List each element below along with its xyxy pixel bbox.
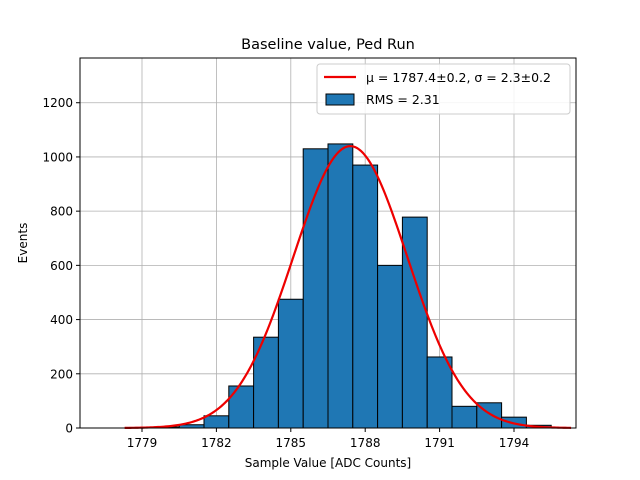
- x-tick-label: 1782: [201, 436, 232, 450]
- y-tick-label: 600: [50, 259, 73, 273]
- histogram-bar: [302, 148, 329, 429]
- x-tick-label: 1791: [424, 436, 455, 450]
- x-axis-ticks: 1779 1782 1785 1788 1791 1794: [127, 428, 530, 450]
- histogram-bar: [203, 415, 230, 429]
- histogram-bar: [426, 356, 453, 429]
- histogram-bar: [327, 143, 354, 429]
- y-tick-label: 400: [50, 313, 73, 327]
- histogram-bar: [352, 164, 379, 429]
- legend-fit-label: μ = 1787.4±0.2, σ = 2.3±0.2: [366, 70, 551, 85]
- y-tick-label: 0: [65, 422, 73, 436]
- histogram-bar: [277, 298, 304, 429]
- histogram-bar: [401, 216, 428, 429]
- histogram-bars: [129, 143, 552, 429]
- histogram-bar: [451, 405, 478, 429]
- histogram-bar: [377, 264, 403, 429]
- x-tick-label: 1785: [276, 436, 307, 450]
- histogram-bar: [476, 402, 503, 429]
- y-tick-label: 1200: [42, 96, 73, 110]
- legend-box: [316, 63, 571, 115]
- y-tick-label: 1000: [42, 150, 73, 164]
- gaussian-fit-curve: [124, 145, 572, 429]
- y-axis-ticks: 0 200 400 600 800 1000 1200: [42, 96, 80, 436]
- y-tick-label: 800: [50, 205, 73, 219]
- legend-hist-label: RMS = 2.31: [366, 92, 440, 107]
- y-axis-label: Events: [16, 223, 30, 264]
- histogram-bar: [228, 385, 255, 429]
- x-tick-label: 1788: [350, 436, 381, 450]
- x-axis-label: Sample Value [ADC Counts]: [245, 456, 411, 470]
- x-tick-label: 1779: [127, 436, 158, 450]
- legend: μ = 1787.4±0.2, σ = 2.3±0.2 RMS = 2.31: [316, 63, 571, 115]
- legend-hist-swatch: [325, 93, 355, 106]
- x-tick-label: 1794: [499, 436, 530, 450]
- plot-frame: [79, 57, 577, 429]
- chart-title: Baseline value, Ped Run: [241, 37, 415, 53]
- y-tick-label: 200: [50, 367, 73, 381]
